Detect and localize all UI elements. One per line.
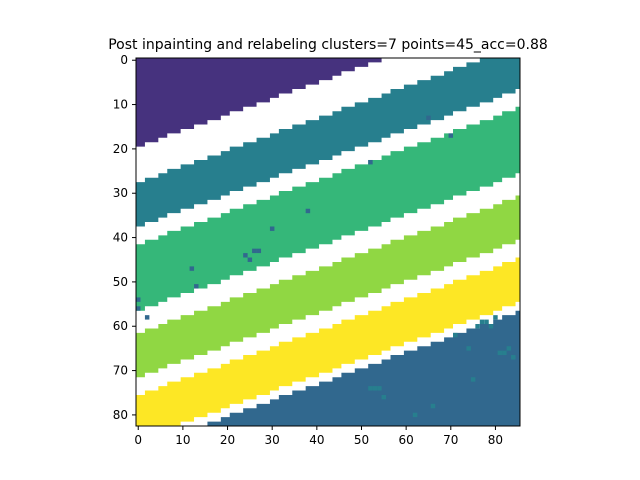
x-tick-label: 30: [265, 433, 280, 447]
outlier-point: [475, 324, 480, 329]
outlier-point: [256, 248, 262, 254]
y-tick-label: 80: [113, 408, 128, 422]
outlier-point: [497, 350, 503, 356]
outlier-point: [493, 315, 498, 320]
outlier-point: [426, 115, 431, 121]
outlier-point: [194, 284, 199, 289]
outlier-point: [252, 248, 257, 254]
x-tick-label: 10: [175, 433, 190, 447]
outlier-point: [448, 133, 454, 138]
cluster-band-3: [136, 106, 520, 311]
outlier-point: [368, 159, 373, 165]
outlier-point: [466, 346, 471, 351]
axes-frame: [135, 57, 521, 427]
outlier-point: [243, 253, 248, 258]
y-tick-label: 10: [113, 98, 128, 112]
cluster-band-5: [136, 257, 520, 426]
cluster-band-1: [136, 58, 520, 147]
x-axis: 0 10 20 30 40 50 60 70 80: [134, 426, 503, 447]
outlier-point: [247, 257, 253, 262]
outlier-point: [136, 297, 141, 302]
outlier-point: [368, 386, 373, 391]
cluster-band-4: [136, 195, 520, 378]
outlier-point: [488, 324, 494, 329]
outlier-point: [381, 394, 387, 400]
x-tick-label: 0: [134, 433, 142, 447]
y-tick-label: 70: [113, 364, 128, 378]
outlier-point: [502, 350, 507, 356]
cluster-band-6: [136, 310, 520, 426]
outlier-point: [506, 346, 512, 351]
y-tick-label: 20: [113, 142, 128, 156]
outlier-point: [269, 226, 275, 231]
outlier-point: [511, 355, 516, 360]
y-tick-label: 0: [120, 53, 128, 67]
x-tick-label: 40: [309, 433, 324, 447]
outlier-point: [453, 332, 458, 338]
plot-area: [135, 57, 521, 427]
outlier-point: [189, 266, 195, 271]
outlier-point: [479, 319, 485, 325]
x-tick-label: 50: [354, 433, 369, 447]
heatmap-cells: [136, 58, 520, 426]
chart-title: Post inpainting and relabeling clusters=…: [108, 37, 548, 53]
x-tick-label: 20: [220, 433, 235, 447]
y-tick-label: 40: [113, 231, 128, 245]
outlier-point: [412, 412, 418, 418]
outlier-point: [430, 403, 436, 409]
outlier-point: [144, 315, 150, 320]
outlier-point: [484, 319, 489, 325]
outlier-point: [136, 306, 141, 311]
outlier-point: [372, 386, 378, 391]
x-tick-label: 70: [443, 433, 458, 447]
x-tick-label: 60: [398, 433, 413, 447]
y-tick-label: 30: [113, 186, 128, 200]
outlier-point: [377, 386, 382, 391]
cluster-band-2: [136, 58, 520, 227]
y-axis: 0 10 20 30 40 50 60 70 80: [113, 53, 136, 422]
y-tick-label: 50: [113, 275, 128, 289]
x-tick-label: 80: [488, 433, 503, 447]
y-tick-label: 60: [113, 319, 128, 333]
outlier-point: [470, 377, 476, 382]
outlier-points: [136, 115, 516, 418]
outlier-point: [305, 208, 311, 214]
